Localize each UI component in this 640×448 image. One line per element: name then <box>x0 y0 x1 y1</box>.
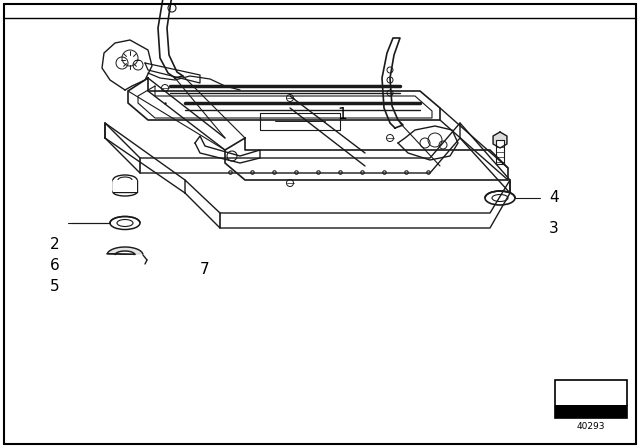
Text: 1: 1 <box>337 107 348 122</box>
Text: 7: 7 <box>200 262 210 277</box>
Polygon shape <box>108 247 143 254</box>
Bar <box>496 140 504 164</box>
Polygon shape <box>493 132 507 148</box>
Text: 4: 4 <box>548 190 559 205</box>
Text: 6: 6 <box>49 258 60 273</box>
Bar <box>555 405 627 418</box>
Bar <box>555 380 627 418</box>
Text: 40293: 40293 <box>577 422 605 431</box>
Text: 2: 2 <box>49 237 60 252</box>
Bar <box>113 180 137 192</box>
Text: 5: 5 <box>49 279 60 294</box>
Text: 3: 3 <box>548 221 559 236</box>
